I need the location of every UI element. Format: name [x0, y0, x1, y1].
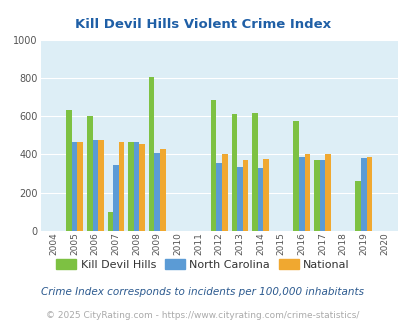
Bar [66, 111, 72, 231]
Bar [113, 165, 119, 231]
Bar [263, 159, 268, 231]
Bar [72, 142, 77, 231]
Bar [210, 100, 216, 231]
Bar [87, 116, 92, 231]
Bar [360, 158, 366, 231]
Text: Crime Index corresponds to incidents per 100,000 inhabitants: Crime Index corresponds to incidents per… [41, 287, 364, 297]
Bar [92, 140, 98, 231]
Bar [77, 142, 83, 231]
Bar [324, 154, 330, 231]
Legend: Kill Devil Hills, North Carolina, National: Kill Devil Hills, North Carolina, Nation… [51, 255, 354, 274]
Bar [107, 212, 113, 231]
Bar [293, 121, 298, 231]
Bar [298, 157, 304, 231]
Bar [257, 168, 263, 231]
Bar [313, 160, 319, 231]
Bar [304, 154, 309, 231]
Bar [160, 149, 165, 231]
Bar [252, 113, 257, 231]
Bar [98, 140, 103, 231]
Bar [134, 142, 139, 231]
Bar [242, 160, 247, 231]
Bar [354, 181, 360, 231]
Bar [319, 160, 324, 231]
Bar [216, 163, 222, 231]
Bar [139, 144, 145, 231]
Bar [237, 167, 242, 231]
Text: © 2025 CityRating.com - https://www.cityrating.com/crime-statistics/: © 2025 CityRating.com - https://www.city… [46, 311, 359, 320]
Bar [149, 77, 154, 231]
Bar [128, 142, 134, 231]
Bar [222, 154, 227, 231]
Bar [366, 157, 371, 231]
Bar [154, 152, 160, 231]
Bar [119, 142, 124, 231]
Text: Kill Devil Hills Violent Crime Index: Kill Devil Hills Violent Crime Index [75, 18, 330, 31]
Bar [231, 114, 237, 231]
